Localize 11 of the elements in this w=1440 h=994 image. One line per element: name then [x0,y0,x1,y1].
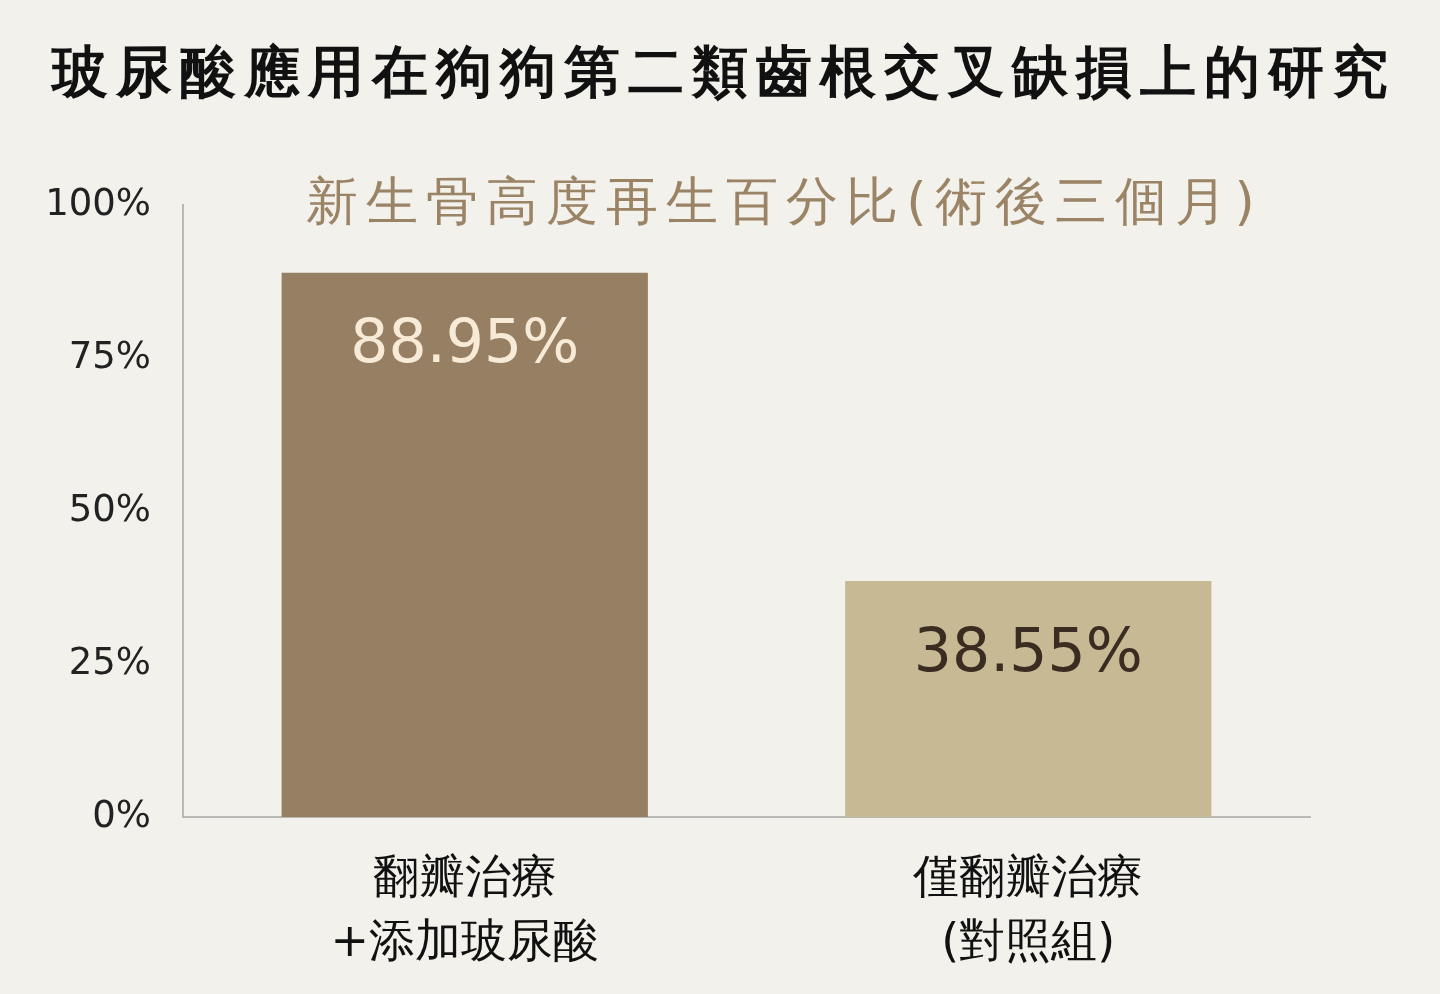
chart-subtitle: 新生骨高度再生百分比(術後三個月) [306,170,1263,231]
y-tick-label: 25% [68,639,151,683]
data-label: 38.55% [913,614,1143,685]
chart-title: 玻尿酸應用在狗狗第二類齒根交叉缺損上的研究 [50,38,1396,104]
data-label: 88.95% [350,306,580,377]
y-tick-label: 50% [68,486,151,530]
y-tick-label: 0% [92,792,151,836]
x-tick-label: 僅翻瓣治療 (對照組) [912,848,1144,967]
y-tick-label: 100% [45,180,151,224]
x-tick-label: 翻瓣治療 +添加玻尿酸 [330,848,600,967]
y-tick-label: 75% [68,333,151,377]
